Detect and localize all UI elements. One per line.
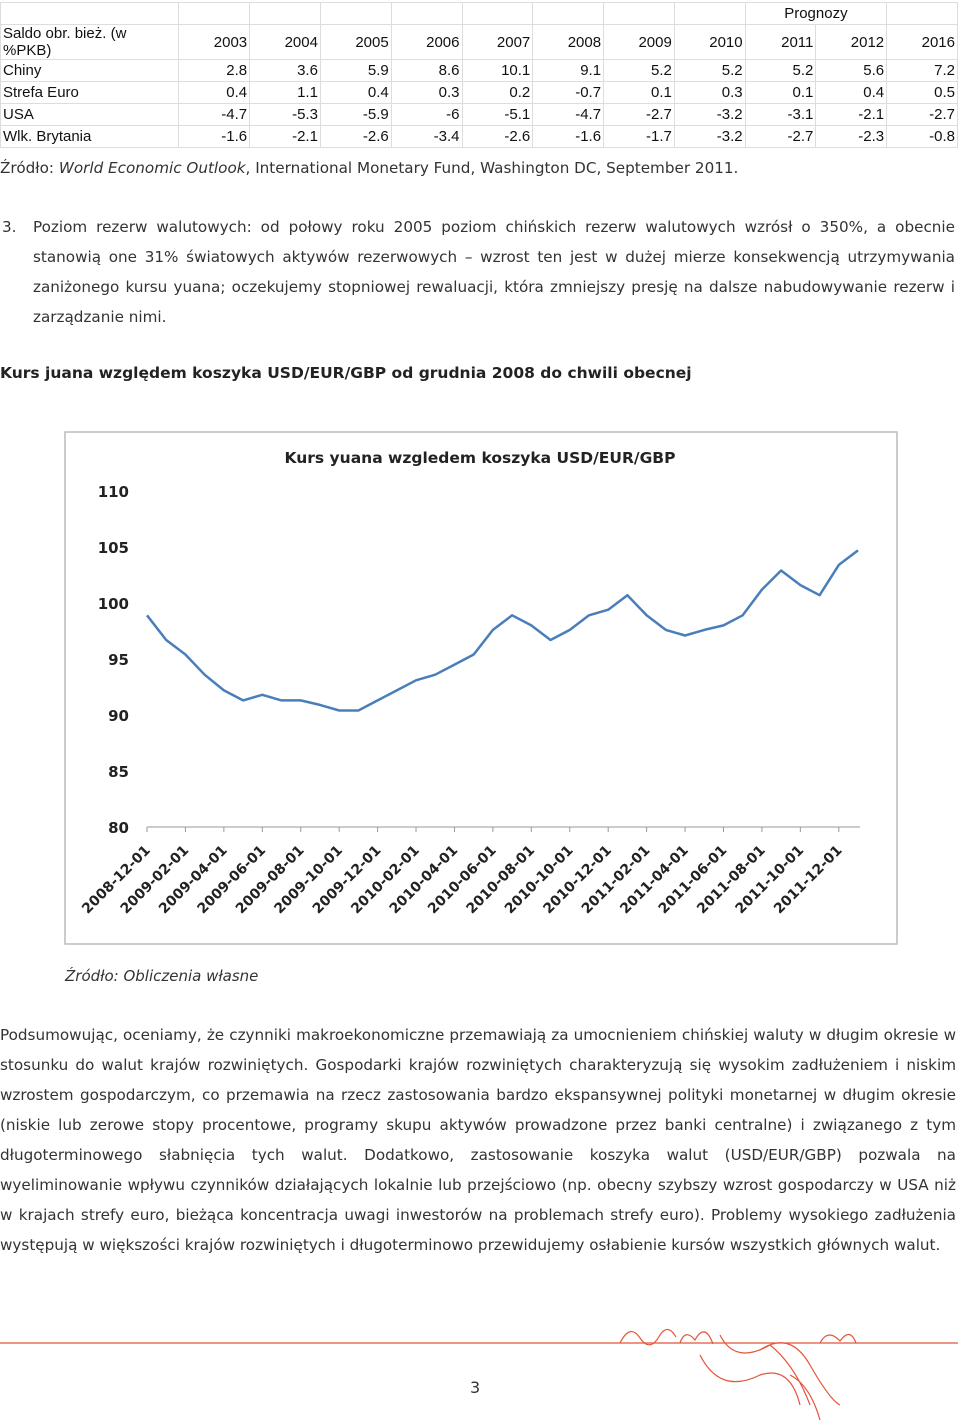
chart: Kurs yuana wzgledem koszyka USD/EUR/GBP … — [64, 431, 898, 945]
table-cell: 10.1 — [461, 59, 534, 82]
header-cell: Saldo obr. bież. (w %PKB) — [0, 24, 180, 60]
table-cell: -4.7 — [532, 103, 605, 126]
line — [146, 549, 859, 712]
table-cell: -3.1 — [744, 103, 817, 126]
table-wrap: Prognozy Saldo obr. bież. (w %PKB) 2003 200… — [0, 2, 958, 148]
table-cell: 0.5 — [886, 81, 958, 104]
table-cell: Wlk. Brytania — [0, 125, 180, 148]
table-cell: -5.3 — [249, 103, 321, 126]
table-cell: -3.4 — [390, 125, 463, 148]
table-cell: -2.1 — [249, 125, 321, 148]
table-header-row: Saldo obr. bież. (w %PKB) 2003 2004 2005 200… — [0, 24, 958, 60]
table-source: Źródło: World Economic Outlook, Internat… — [0, 153, 960, 183]
table-cell: -2.6 — [319, 125, 392, 148]
table-cell — [673, 2, 746, 25]
table-cell: -2.3 — [815, 125, 888, 148]
y-tick-label: 100 — [98, 595, 129, 613]
table-row: USA -4.7 -5.3 -5.9 -6 -5.1 -4.7 -2.7 -3.2 -3.1 -2.… — [0, 103, 958, 126]
table-cell: -1.7 — [603, 125, 675, 148]
table-cell: -3.2 — [673, 103, 746, 126]
data-table: Prognozy Saldo obr. bież. (w %PKB) 2003 200… — [0, 2, 958, 148]
header-cell: 2016 — [886, 24, 958, 60]
header-cell: 2008 — [532, 24, 605, 60]
table-cell: 8.6 — [390, 59, 463, 82]
table-cell: -2.6 — [461, 125, 534, 148]
chart-title: Kurs yuana wzgledem koszyka USD/EUR/GBP — [285, 449, 676, 467]
y-tick-label: 105 — [98, 539, 129, 557]
table-cell: 2.8 — [178, 59, 251, 82]
table-cell — [0, 2, 180, 25]
footer-decoration — [0, 1328, 958, 1421]
y-tick-label: 90 — [108, 707, 129, 725]
table-cell: -3.2 — [673, 125, 746, 148]
table-row: Wlk. Brytania -1.6 -2.1 -2.6 -3.4 -2.6 -1.6 -1.… — [0, 125, 958, 148]
header-cell: 2006 — [390, 24, 463, 60]
y-tick-label: 95 — [108, 651, 129, 669]
table-cell: -1.6 — [178, 125, 251, 148]
point-3: 3. Poziom rezerw walutowych: od połowy ro… — [2, 212, 955, 332]
header-cell: 2003 — [178, 24, 251, 60]
table-cell: USA — [0, 103, 180, 126]
figure-caption: Kurs juana względem koszyka USD/EUR/GBP … — [0, 364, 692, 382]
y-tick-label: 80 — [108, 819, 129, 837]
header-cell: 2004 — [249, 24, 321, 60]
table-cell: 5.2 — [673, 59, 746, 82]
y-tick-label: 85 — [108, 763, 129, 781]
table-cell: 3.6 — [249, 59, 321, 82]
table-cell: 9.1 — [532, 59, 605, 82]
source-prefix: Źródło: — [0, 159, 59, 177]
figure-source: Źródło: Obliczenia własne — [65, 967, 259, 985]
table-cell: -2.7 — [744, 125, 817, 148]
point-text: Poziom rezerw walutowych: od połowy roku… — [33, 218, 955, 326]
table-cell: Chiny — [0, 59, 180, 82]
table-cell: -2.7 — [886, 103, 958, 126]
page-number: 3 — [470, 1378, 481, 1397]
header-cell: 2005 — [319, 24, 392, 60]
header-cell: 2009 — [603, 24, 675, 60]
y-tick-label: 110 — [98, 483, 129, 501]
chart-frame — [64, 431, 898, 945]
table-cell: -2.1 — [815, 103, 888, 126]
header-cell: 2007 — [461, 24, 534, 60]
table-cell: 0.4 — [178, 81, 251, 104]
source-title: World Economic Outlook — [58, 159, 246, 177]
table-cell: 7.2 — [886, 59, 958, 82]
table-cell — [886, 2, 958, 25]
summary: Podsumowując, oceniamy, że czynniki makr… — [0, 1026, 956, 1254]
header-cell: 2010 — [673, 24, 746, 60]
table-cell: 0.1 — [603, 81, 675, 104]
table-cell: -1.6 — [532, 125, 605, 148]
source-rest: , International Monetary Fund, Washingto… — [245, 159, 739, 177]
table-cell: -0.8 — [886, 125, 958, 148]
point-number: 3. — [2, 218, 17, 236]
table-row: Prognozy — [0, 2, 958, 25]
